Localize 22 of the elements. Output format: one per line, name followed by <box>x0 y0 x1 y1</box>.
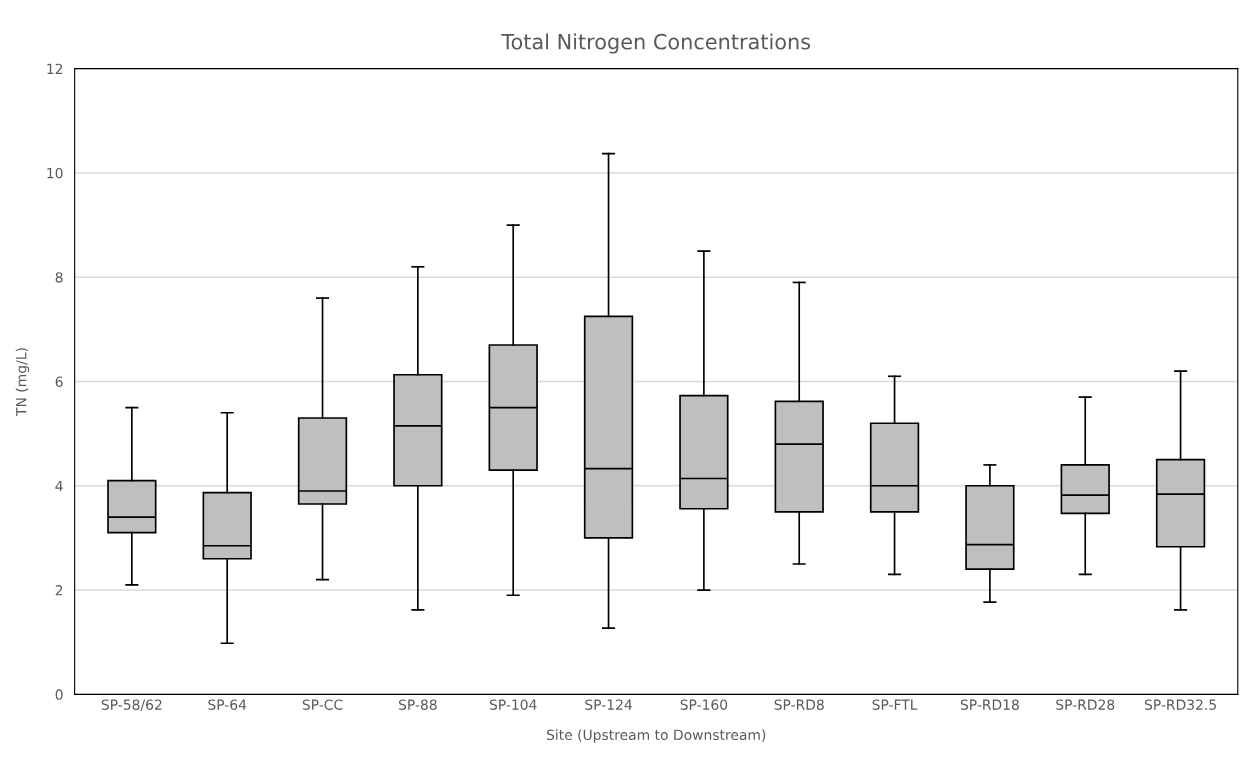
x-tick-label: SP-RD8 <box>774 699 824 710</box>
x-tick-label: SP-FTL <box>872 699 918 710</box>
y-tick-label: 6 <box>55 376 63 387</box>
x-tick-label: SP-64 <box>208 699 247 710</box>
y-tick-label: 2 <box>55 585 63 596</box>
y-tick-label: 0 <box>55 689 63 700</box>
x-tick-label: SP-124 <box>585 699 632 710</box>
chart-title: Total Nitrogen Concentrations <box>501 33 811 54</box>
y-axis-title: TN (mg/L) <box>15 348 30 416</box>
x-tick-label: SP-CC <box>302 699 343 710</box>
x-tick-label: SP-RD28 <box>1056 699 1115 710</box>
x-tick-label: SP-160 <box>680 699 728 710</box>
x-tick-label: SP-58/62 <box>101 699 162 712</box>
y-tick-label: 12 <box>47 63 63 74</box>
x-tick-label: SP-RD18 <box>960 699 1019 710</box>
x-tick-label: SP-RD32.5 <box>1144 699 1216 710</box>
y-tick-label: 4 <box>55 480 63 492</box>
x-tick-label: SP-88 <box>399 699 437 710</box>
y-tick-label: 10 <box>47 167 63 179</box>
x-tick-label: SP-104 <box>489 699 537 710</box>
x-axis-title: Site (Upstream to Downstream) <box>546 729 766 743</box>
y-tick-label: 8 <box>55 272 63 283</box>
